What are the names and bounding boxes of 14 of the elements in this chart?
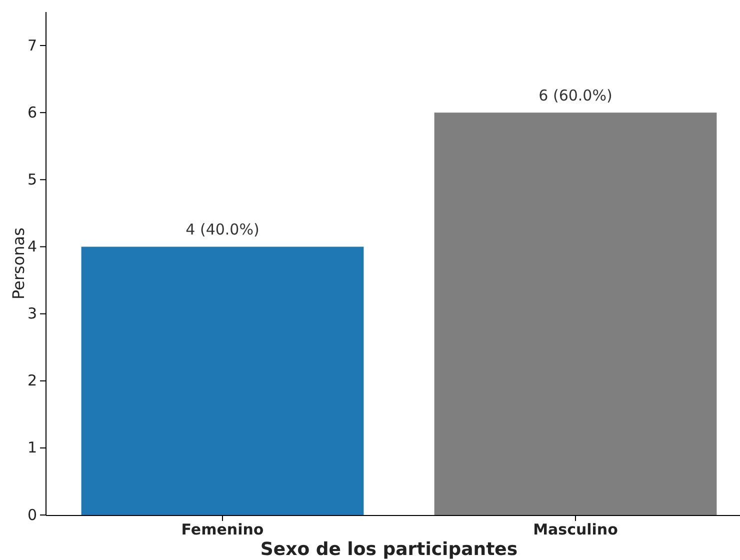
y-tick-label: 7 [27,36,37,54]
y-tick-label: 1 [27,438,37,457]
x-tick-label: Femenino [181,520,264,539]
y-tick-label: 4 [27,238,37,256]
x-tick-label: Masculino [533,520,618,539]
y-tick-label: 2 [27,372,37,390]
y-tick-label: 6 [27,103,37,122]
y-tick-label: 3 [27,304,37,323]
y-tick-label: 0 [27,506,37,524]
y-axis-title: Personas [9,228,28,300]
y-tick-label: 5 [27,170,37,188]
data-label: 4 (40.0%) [186,220,260,239]
x-axis-title: Sexo de los participantes [260,539,518,560]
data-label: 6 (60.0%) [538,86,612,105]
